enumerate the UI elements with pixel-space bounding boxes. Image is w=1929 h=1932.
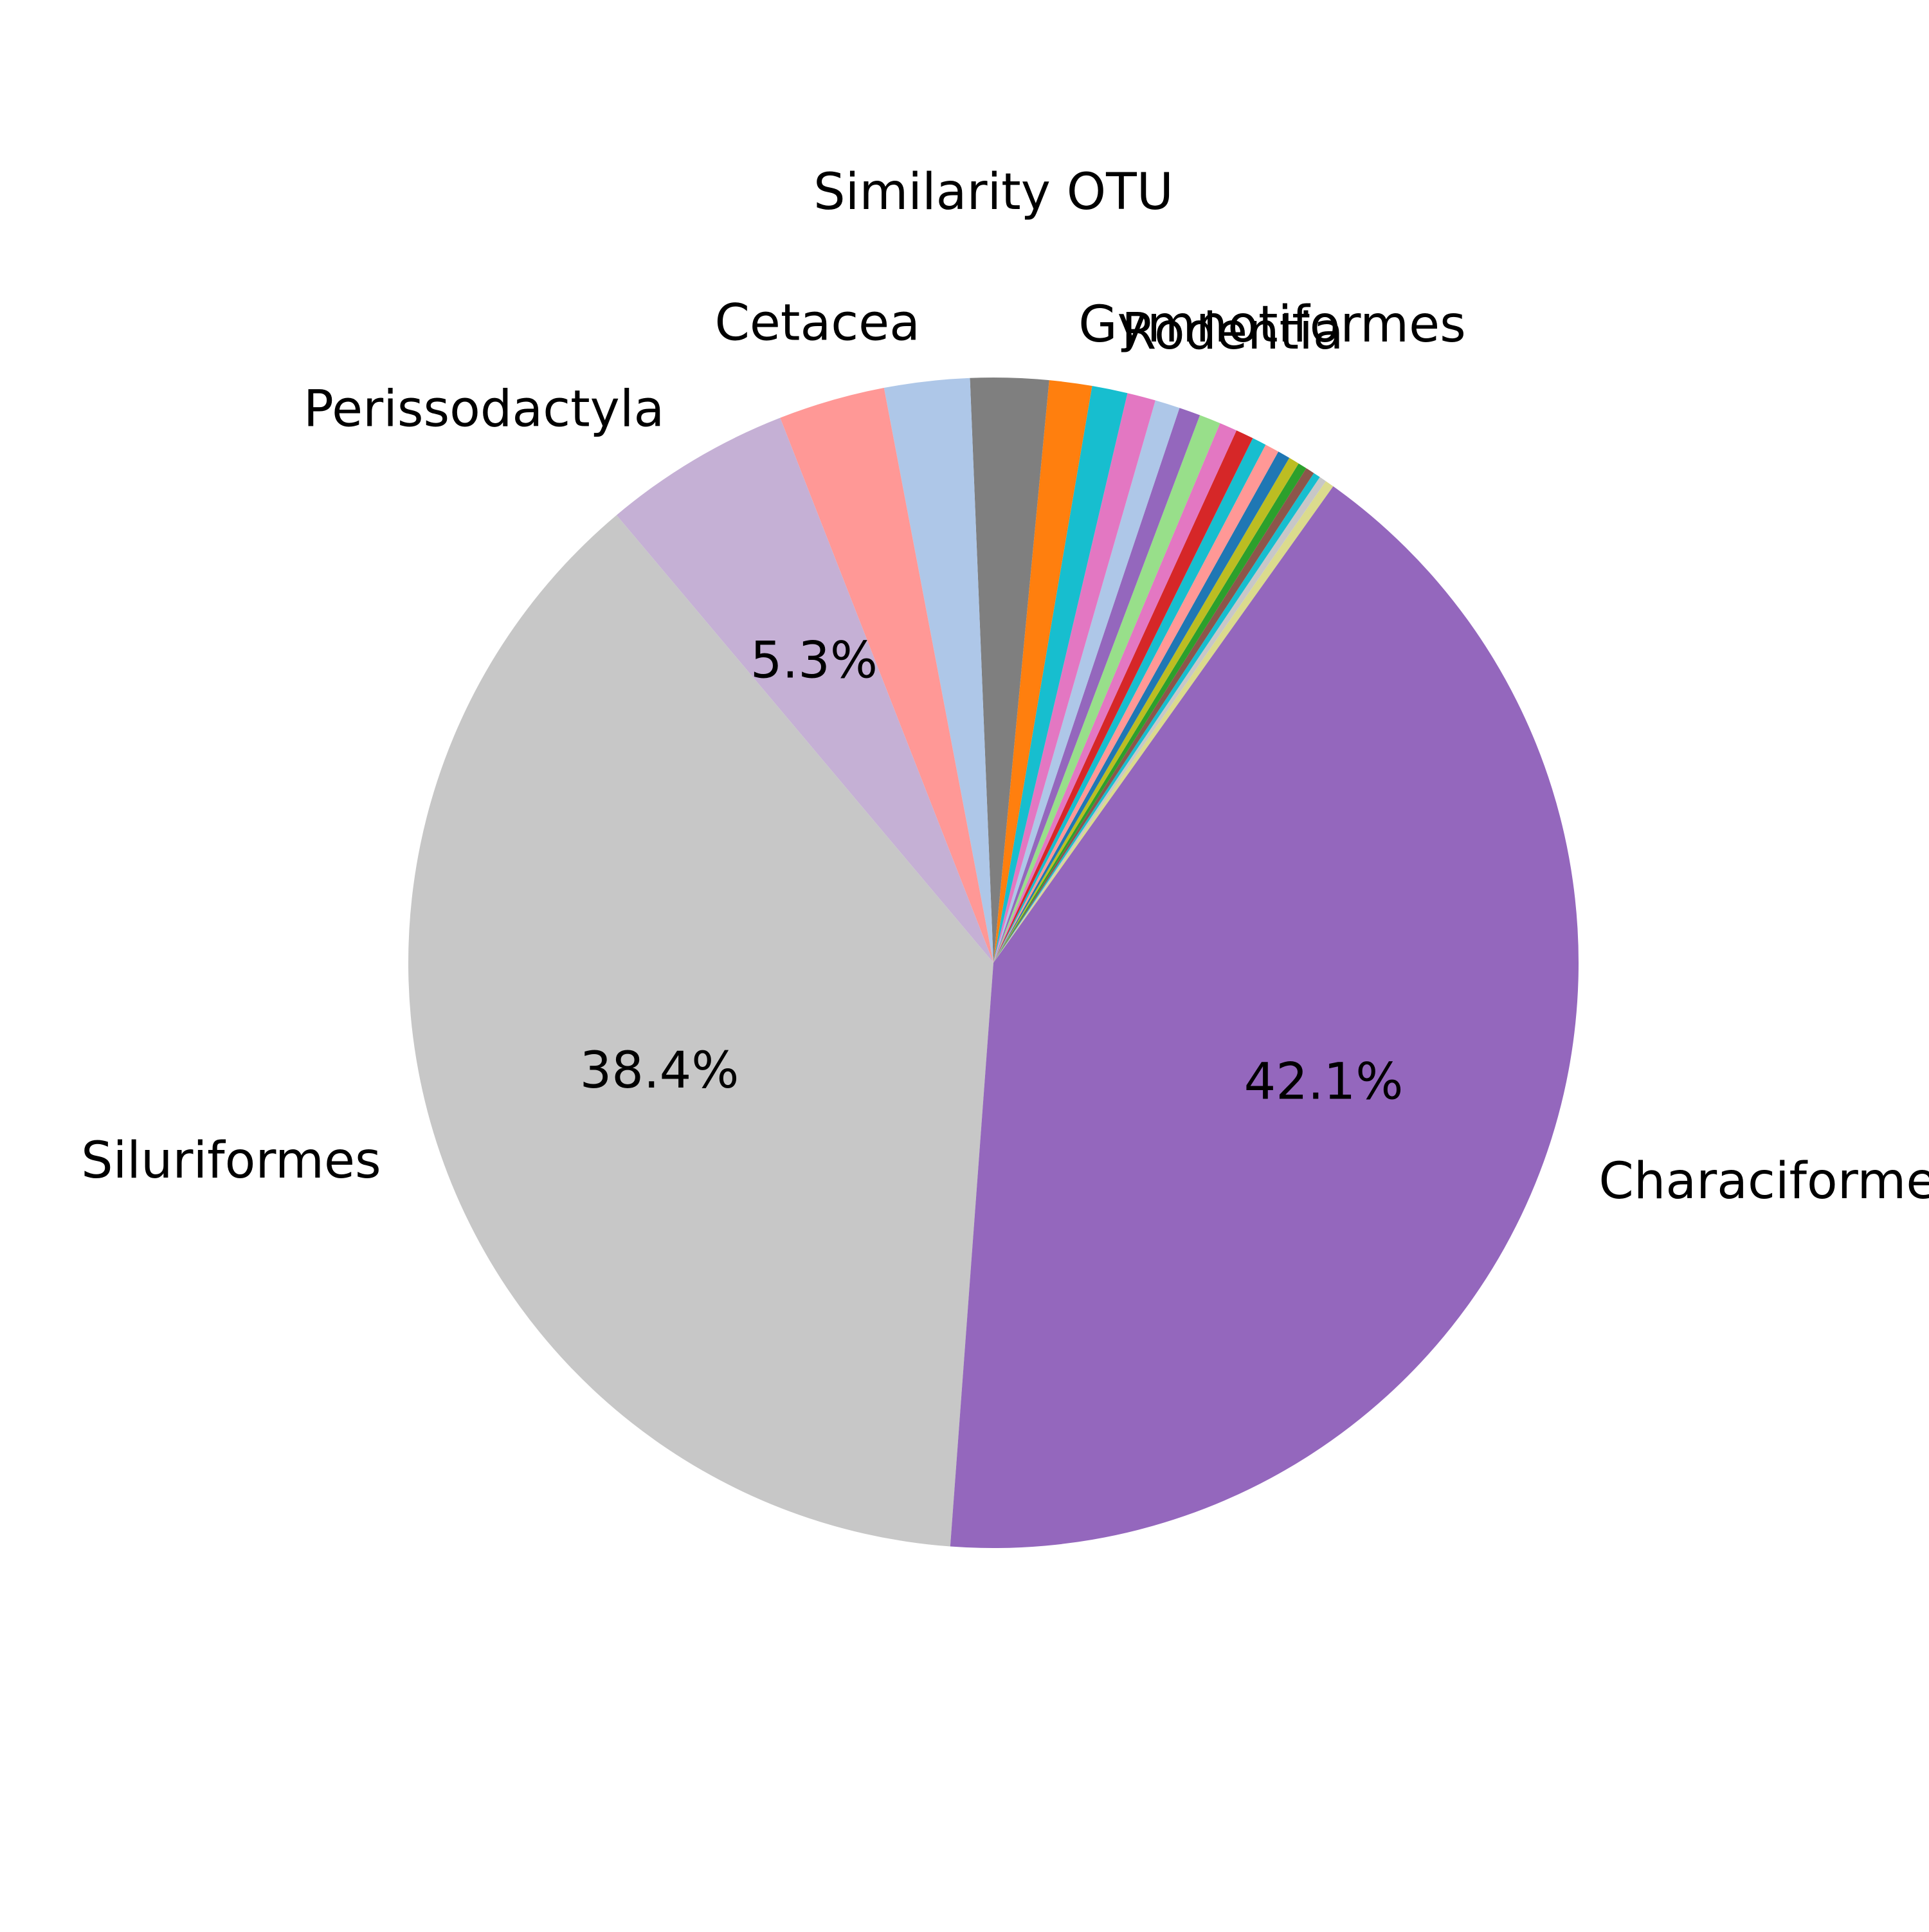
pie-slice-rodentia	[993, 386, 1128, 963]
pie-slice-17	[970, 378, 1049, 963]
pie-slice-1	[993, 477, 1326, 963]
pie-slice-9	[993, 430, 1253, 963]
slice-label-perissodactyla: Perissodactyla	[303, 381, 664, 439]
slice-label-characiformes: Characiformes	[1598, 1153, 1929, 1210]
pie-slice-7	[993, 444, 1279, 963]
pie-slice-14	[993, 393, 1155, 963]
pie-slice-8	[993, 438, 1266, 963]
pie-slice-perissodactyla	[616, 417, 993, 963]
pie-slice-11	[993, 415, 1220, 963]
pie-slice-6	[993, 451, 1290, 963]
pie-slice-5	[993, 457, 1299, 963]
pct-label-perissodactyla: 5.3%	[750, 632, 878, 690]
slice-label-cetacea: Cetacea	[714, 295, 920, 352]
pie-slice-13	[993, 400, 1180, 963]
pie-slice-10	[993, 423, 1237, 963]
slice-label-gymnotiformes: Gymnotiformes	[1078, 296, 1465, 354]
pie-slice-2	[993, 473, 1320, 963]
pct-label-siluriformes: 38.4%	[580, 1042, 739, 1100]
pie-slice-12	[993, 408, 1200, 963]
pie-slice-gymnotiformes	[993, 380, 1092, 963]
pie-slice-characiformes	[950, 486, 1579, 1548]
pct-label-characiformes: 42.1%	[1244, 1053, 1404, 1111]
pie-slice-siluriformes	[408, 515, 993, 1547]
chart-title: Similarity OTU	[813, 163, 1173, 221]
pie-slice-4	[993, 463, 1307, 963]
pie-slice-cetacea	[883, 378, 993, 963]
pie-slices	[408, 378, 1579, 1548]
pie-slice-19	[780, 388, 993, 963]
pie-slice-3	[993, 468, 1314, 963]
pie-slice-0	[993, 481, 1334, 963]
slice-label-rodentia: Rodentia	[1121, 303, 1343, 361]
slice-label-siluriformes: Siluriformes	[81, 1132, 381, 1190]
